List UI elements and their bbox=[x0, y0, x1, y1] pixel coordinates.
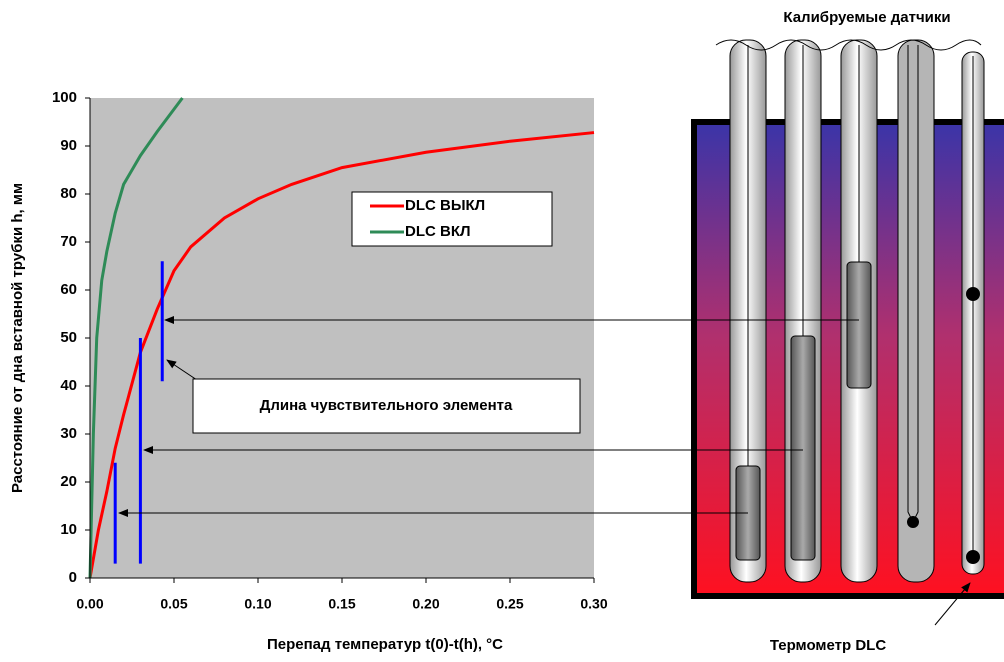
series-line bbox=[88, 97, 184, 579]
x-tick-label: 0.05 bbox=[160, 596, 187, 612]
arrow bbox=[934, 582, 971, 626]
tube bbox=[897, 39, 935, 583]
tube bbox=[729, 39, 767, 583]
diagram-title: Калибруемые датчики bbox=[783, 9, 950, 26]
y-tick-label: 20 bbox=[60, 473, 77, 490]
y-tick-label: 40 bbox=[60, 377, 77, 394]
y-tick-label: 70 bbox=[60, 233, 77, 250]
legend-label: DLC ВКЛ bbox=[405, 223, 471, 240]
y-tick-label: 80 bbox=[60, 185, 77, 202]
y-tick-label: 60 bbox=[60, 281, 77, 298]
y-tick-label: 90 bbox=[60, 137, 77, 154]
x-tick-label: 0.30 bbox=[580, 596, 607, 612]
plot-area bbox=[90, 98, 594, 578]
legend-label: DLC ВЫКЛ bbox=[405, 197, 485, 214]
x-axis-label: Перепад температур t(0)-t(h), °С bbox=[267, 636, 503, 653]
y-tick-label: 10 bbox=[60, 521, 77, 538]
tube bbox=[961, 51, 985, 575]
y-tick-label: 0 bbox=[69, 569, 77, 586]
x-tick-label: 0.25 bbox=[496, 596, 523, 612]
x-tick-label: 0.10 bbox=[244, 596, 271, 612]
plot bbox=[88, 97, 595, 579]
thermometer-label: Термометр DLC bbox=[770, 637, 886, 654]
x-tick-label: 0.00 bbox=[76, 596, 103, 612]
wire-tops bbox=[715, 39, 982, 51]
annotation-box bbox=[192, 378, 581, 434]
tube bbox=[784, 39, 822, 583]
y-axis-label: Расстояние от дна вставной трубки h, мм bbox=[9, 183, 26, 493]
series-line bbox=[88, 131, 595, 579]
y-tick-label: 30 bbox=[60, 425, 77, 442]
legend bbox=[351, 191, 553, 247]
x-tick-label: 0.20 bbox=[412, 596, 439, 612]
x-tick-label: 0.15 bbox=[328, 596, 355, 612]
diagram: Калибруемые датчики Термометр DLC bbox=[691, 9, 1004, 654]
annotation: Длина чувствительного элемента bbox=[260, 397, 513, 414]
arrow bbox=[166, 359, 201, 383]
legend-items: DLC ВЫКЛ DLC ВКЛ bbox=[370, 197, 485, 240]
y-tick-label: 50 bbox=[60, 329, 77, 346]
tube bbox=[840, 39, 878, 583]
y-tick-label: 100 bbox=[52, 89, 77, 106]
